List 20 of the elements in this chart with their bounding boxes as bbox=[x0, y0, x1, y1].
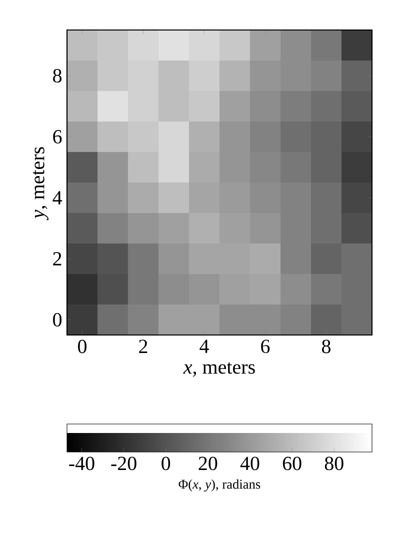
color-bar-label: 40 bbox=[240, 456, 260, 470]
y-tick-label: 2 bbox=[53, 252, 62, 266]
y-tick-label: 8 bbox=[53, 69, 62, 82]
x-axis-title: x, meters bbox=[183, 362, 255, 377]
y-tick-label: 6 bbox=[53, 130, 62, 144]
y-axis-title: y, meters bbox=[32, 147, 48, 220]
x-tick-label: 0 bbox=[78, 340, 86, 354]
color-bar-label: 60 bbox=[282, 456, 302, 470]
x-tick-label: 4 bbox=[200, 340, 209, 353]
y-tick-label: 0 bbox=[53, 313, 62, 326]
color-bar-label: 80 bbox=[324, 456, 344, 470]
x-tick-label: 8 bbox=[322, 340, 330, 354]
color-bar-label: 0 bbox=[162, 456, 170, 470]
x-tick-label: 2 bbox=[139, 340, 148, 353]
color-bar-label: -40 bbox=[69, 456, 94, 470]
color-bar-label: -20 bbox=[111, 456, 136, 470]
color-bar-title: Φ(x, y), radians bbox=[178, 479, 260, 492]
y-tick-label: 4 bbox=[52, 191, 62, 204]
color-bar-label: 20 bbox=[198, 456, 218, 470]
x-tick-label: 6 bbox=[261, 340, 270, 354]
